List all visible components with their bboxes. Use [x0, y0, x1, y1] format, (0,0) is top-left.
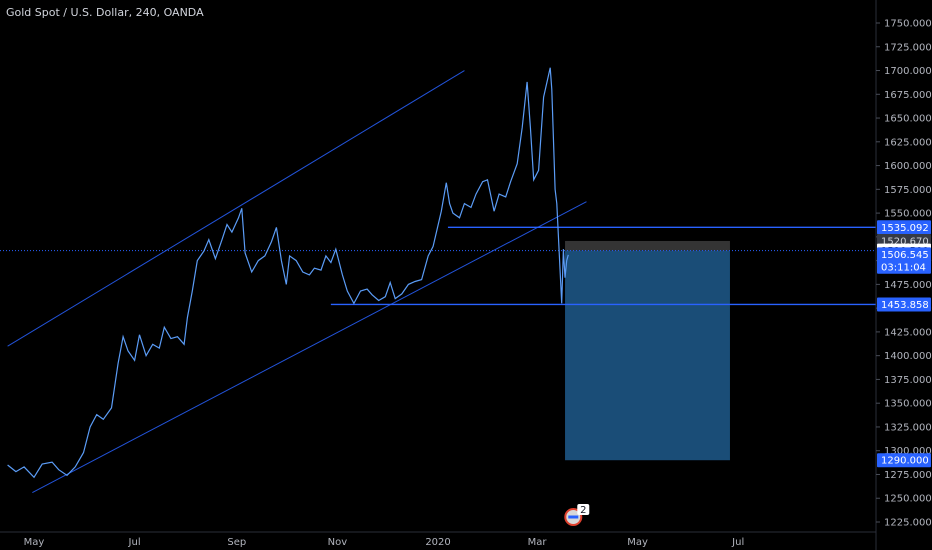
y-tick-label: 1475.000 [884, 280, 932, 291]
x-tick-label: Nov [328, 537, 348, 548]
flag-icon-stripe [568, 515, 579, 519]
position-zones [565, 240, 730, 461]
x-tick-label: May [627, 537, 648, 548]
y-tick-label: 1275.000 [884, 470, 932, 481]
symbol-legend[interactable]: Gold Spot / U.S. Dollar, 240, OANDA [6, 6, 204, 19]
y-tick-label: 1225.000 [884, 518, 932, 529]
price-tag-label: 1520.670 [881, 236, 929, 247]
y-tick-label: 1750.000 [884, 19, 932, 30]
price-tag-label: 1506.545 [881, 250, 929, 261]
price-tag: 1290.000 [877, 453, 931, 468]
price-tag-label: 03:11:04 [881, 262, 926, 273]
y-tick-label: 1300.000 [884, 446, 932, 457]
price-tag: 1535.092 [877, 220, 931, 235]
price-tag: 03:11:04 [877, 259, 931, 274]
profit-target-zone[interactable] [565, 250, 730, 461]
x-tick-label: May [24, 537, 45, 548]
price-tag-label: 1453.858 [881, 300, 929, 311]
lower-channel-line[interactable] [32, 201, 587, 493]
y-tick-label: 1325.000 [884, 422, 932, 433]
x-tick-label: Sep [227, 537, 246, 548]
price-tags: 1535.0921520.6701510.5001506.54503:11:04… [877, 220, 931, 468]
x-tick-label: Mar [528, 537, 548, 548]
event-badge[interactable]: 2 [564, 504, 590, 526]
price-tag: 1453.858 [877, 297, 931, 312]
y-tick-label: 1250.000 [884, 494, 932, 505]
time-axis[interactable]: May Jul Sep Nov 2020 Mar May Jul [24, 537, 745, 548]
price-tag-box [877, 453, 931, 468]
y-tick-label: 1725.000 [884, 42, 932, 53]
y-tick-label: 1400.000 [884, 351, 932, 362]
event-count-box [577, 504, 590, 515]
price-tag-box [877, 259, 931, 274]
price-tag-box [877, 220, 931, 235]
event-count-label: 2 [580, 505, 586, 516]
x-tick-label: Jul [731, 537, 744, 548]
y-tick-label: 1600.000 [884, 161, 932, 172]
price-tag-box [877, 247, 931, 262]
price-series-line [7, 67, 569, 479]
y-tick-label: 1350.000 [884, 399, 932, 410]
y-tick-label: 1550.000 [884, 209, 932, 220]
stop-loss-zone[interactable] [565, 240, 730, 251]
y-tick-label: 1700.000 [884, 66, 932, 77]
price-tag-label: 1535.092 [881, 223, 929, 234]
price-axis[interactable]: 1225.000 1250.000 1275.000 1300.000 1325.000… [876, 19, 932, 529]
symbol-title: Gold Spot / U.S. Dollar, 240, OANDA [6, 6, 204, 19]
x-tick-label: Jul [128, 537, 141, 548]
y-tick-label: 1625.000 [884, 137, 932, 148]
price-tag-box [877, 297, 931, 312]
y-tick-label: 1575.000 [884, 185, 932, 196]
drawing-lines [0, 70, 876, 493]
y-tick-label: 1375.000 [884, 375, 932, 386]
price-tag: 1506.545 [877, 247, 931, 262]
upper-channel-line[interactable] [7, 70, 465, 347]
price-tag-label: 1290.000 [881, 456, 929, 467]
x-tick-label: 2020 [425, 537, 450, 548]
y-tick-label: 1650.000 [884, 114, 932, 125]
y-tick-label: 1675.000 [884, 90, 932, 101]
y-tick-label: 1425.000 [884, 327, 932, 338]
